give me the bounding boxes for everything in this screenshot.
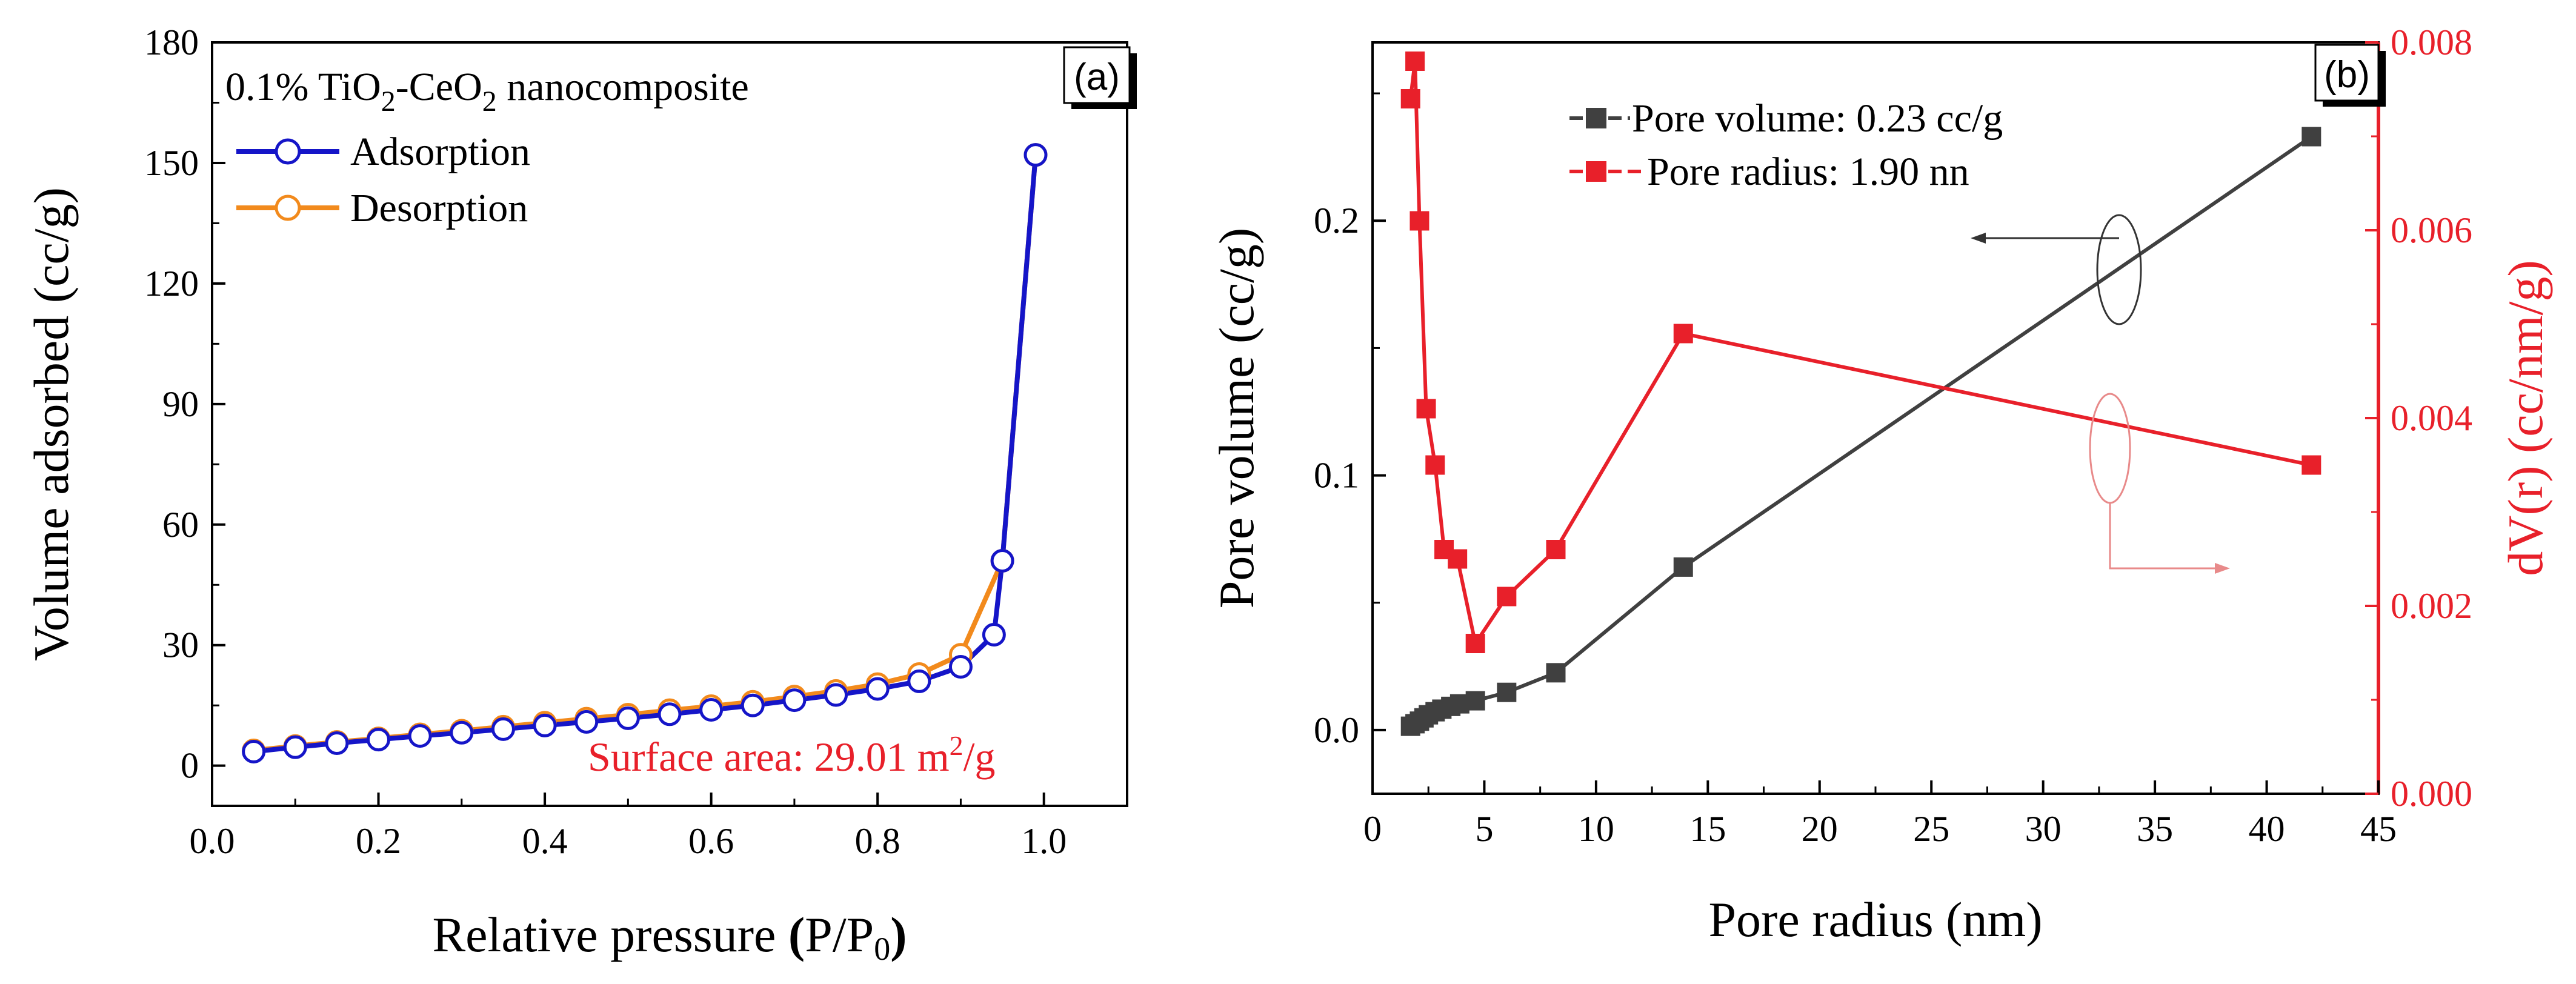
panel-a-y-axis-title: Volume adsorbed (cc/g): [24, 187, 79, 661]
panel-b-x-axis-title: Pore radius (nm): [1708, 892, 2042, 947]
pore-radius-point: [1497, 587, 1517, 607]
panel-b-y-tick-label: 0.1: [1314, 456, 1359, 496]
pore-radius-point: [1400, 89, 1420, 108]
panel-a-y-tick-label: 60: [162, 505, 199, 545]
adsorption-point: [782, 688, 807, 713]
panel-b-x-tick-label: 0: [1363, 809, 1382, 849]
pore-volume-point: [2301, 127, 2321, 147]
panel-a-x-tick-label: 0.2: [356, 821, 401, 861]
panel-b-label: (b): [2324, 54, 2370, 96]
panel-b-x-tick-label: 20: [1802, 809, 1838, 849]
pore-radius-point: [2301, 455, 2321, 475]
adsorption-point: [533, 713, 557, 737]
panel-b-y2-tick-label: 0.002: [2391, 586, 2472, 626]
panel-b-x-tick-label: 30: [2025, 809, 2062, 849]
pore-volume-point: [1673, 557, 1693, 577]
legend-desorption-label: Desorption: [350, 186, 528, 230]
legend-desorption-marker: [275, 194, 301, 221]
indicator-arrowhead-right: [2215, 563, 2230, 574]
panel-a-x-tick-label: 0.6: [688, 821, 734, 861]
panel-b-y2-tick-label: 0.000: [2391, 774, 2472, 814]
adsorption-point: [408, 724, 432, 748]
adsorption-point: [824, 683, 848, 707]
panel-a-x-tick-label: 0.8: [855, 821, 900, 861]
legend-pore-volume-marker: [1586, 108, 1606, 128]
adsorption-point: [982, 622, 1006, 647]
panel-b-x-tick-label: 15: [1689, 809, 1726, 849]
panel-a-x-axis-title: Relative pressure (P/P0): [432, 907, 907, 967]
pore-volume-point: [1497, 682, 1517, 702]
pore-radius-point: [1465, 634, 1485, 653]
legend-pore-radius-marker: [1586, 161, 1606, 182]
adsorption-point: [616, 706, 640, 730]
adsorption-point: [907, 669, 931, 693]
panel-b-chart: 0 5 10 15 20 25 30 35 40 45 0.0 0.1 0.2 0.000 0.002 0.0…: [1209, 22, 2553, 947]
adsorption-point: [491, 717, 515, 741]
pore-radius-point: [1673, 324, 1693, 344]
surface-area-annotation: Surface area: 29.01 m2/g: [588, 730, 996, 780]
indicator-ellipse-left: [2096, 214, 2142, 325]
panel-b-y-axis-title: Pore volume (cc/g): [1209, 228, 1264, 608]
panel-a-y-tick-label: 90: [162, 384, 199, 424]
adsorption-point: [741, 693, 765, 717]
panel-a-legend: Adsorption Desorption: [236, 130, 530, 230]
legend-pore-volume-label: Pore volume: 0.23 cc/g: [1632, 96, 2003, 141]
panel-b-x-tick-label: 25: [1913, 809, 1949, 849]
legend-adsorption-label: Adsorption: [350, 130, 530, 174]
panel-b-x-tick-label: 45: [2360, 809, 2397, 849]
adsorption-point: [574, 710, 599, 734]
adsorption-point: [699, 698, 724, 722]
pore-radius-point: [1448, 549, 1468, 569]
panel-a-x-tick-label: 1.0: [1021, 821, 1067, 861]
adsorption-point: [657, 702, 682, 726]
panel-a-y-tick-label: 120: [144, 264, 199, 304]
panel-a-label: (a): [1074, 56, 1120, 98]
panel-b-y-tick-label: 0.0: [1314, 710, 1359, 750]
panel-a-y-tick-label: 180: [144, 22, 199, 62]
legend-pore-radius-label: Pore radius: 1.90 nn: [1647, 150, 1969, 194]
panel-b-y2-tick-label: 0.008: [2391, 22, 2472, 62]
adsorption-point: [948, 655, 973, 679]
legend-adsorption-marker: [275, 138, 301, 165]
panel-b-x-tick-label: 40: [2249, 809, 2285, 849]
pore-radius-point: [1546, 540, 1566, 559]
pore-volume-point: [1465, 691, 1485, 711]
panel-b-y2-axis-title: dV(r) (cc/nm/g): [2498, 260, 2553, 576]
panel-a-label-box: [1063, 46, 1131, 104]
panel-b-label-box: [2314, 44, 2380, 102]
panel-b-x-tick-label: 5: [1475, 809, 1493, 849]
pore-radius-point: [1416, 399, 1436, 419]
adsorption-point: [367, 728, 391, 752]
pore-radius-point: [1405, 52, 1425, 71]
adsorption-point: [865, 677, 890, 701]
adsorption-point: [283, 735, 307, 759]
panel-b-x-tick-label: 35: [2137, 809, 2173, 849]
pore-volume-axis-indicator: [1971, 214, 2142, 325]
adsorption-point: [1023, 143, 1048, 167]
panel-a-chart: 0.0 0.2 0.4 0.6 0.8 1.0 0 30 60 90 120 150 180 (a) 0…: [24, 22, 1137, 967]
pore-radius-point: [1409, 211, 1429, 231]
panel-b-y-tick-label: 0.2: [1314, 201, 1359, 241]
panel-a-y-tick-label: 30: [162, 625, 199, 665]
pore-radius-axis-indicator: [2089, 393, 2230, 574]
panel-a-x-tick-label: 0.0: [190, 821, 235, 861]
adsorption-point: [450, 720, 474, 745]
panel-a-x-tick-label: 0.4: [522, 821, 568, 861]
pore-radius-point: [1425, 455, 1445, 475]
panel-b-y2-tick-label: 0.006: [2391, 210, 2472, 250]
panel-b-y2-tick-label: 0.004: [2391, 398, 2472, 438]
panel-a-plot-frame: [211, 41, 1128, 807]
adsorption-point: [990, 548, 1014, 573]
panel-a-y-tick-label: 150: [144, 143, 199, 183]
adsorption-point: [325, 731, 349, 756]
indicator-arrow-right: [2109, 503, 2223, 570]
indicator-arrowhead-left: [1971, 233, 1986, 244]
adsorption-point: [242, 739, 266, 763]
pore-volume-point: [1546, 663, 1566, 683]
panel-b-x-tick-label: 10: [1578, 809, 1614, 849]
panel-a-y-tick-label: 0: [181, 746, 199, 786]
panel-b-legend: Pore volume: 0.23 cc/g Pore radius: 1.90…: [1569, 96, 2003, 194]
panel-a-title: 0.1% TiO2-CeO2 nanocomposite: [225, 65, 749, 118]
